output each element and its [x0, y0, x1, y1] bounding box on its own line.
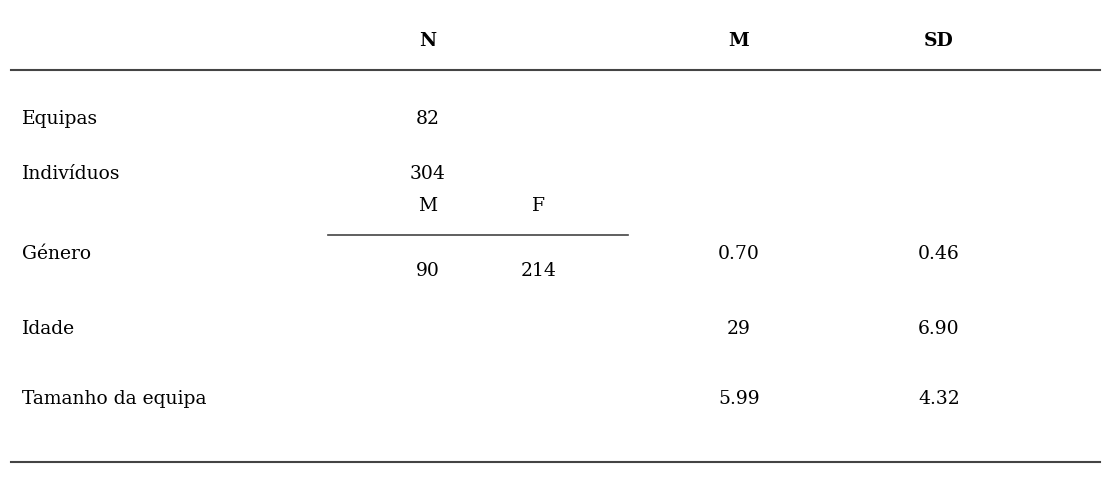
- Text: N: N: [419, 32, 437, 50]
- Text: 90: 90: [416, 262, 440, 280]
- Text: Indivíduos: Indivíduos: [22, 165, 121, 183]
- Text: 29: 29: [727, 320, 751, 338]
- Text: Idade: Idade: [22, 320, 76, 338]
- Text: 4.32: 4.32: [918, 390, 960, 408]
- Text: 82: 82: [416, 109, 440, 128]
- Text: 304: 304: [410, 165, 446, 183]
- Text: 6.90: 6.90: [918, 320, 960, 338]
- Text: M: M: [418, 197, 438, 215]
- Text: Equipas: Equipas: [22, 109, 99, 128]
- Text: SD: SD: [924, 32, 953, 50]
- Text: 5.99: 5.99: [718, 390, 760, 408]
- Text: 214: 214: [521, 262, 557, 280]
- Text: Tamanho da equipa: Tamanho da equipa: [22, 390, 207, 408]
- Text: 0.46: 0.46: [918, 245, 960, 263]
- Text: Género: Género: [22, 245, 91, 263]
- Text: M: M: [729, 32, 749, 50]
- Text: 0.70: 0.70: [718, 245, 760, 263]
- Text: F: F: [532, 197, 546, 215]
